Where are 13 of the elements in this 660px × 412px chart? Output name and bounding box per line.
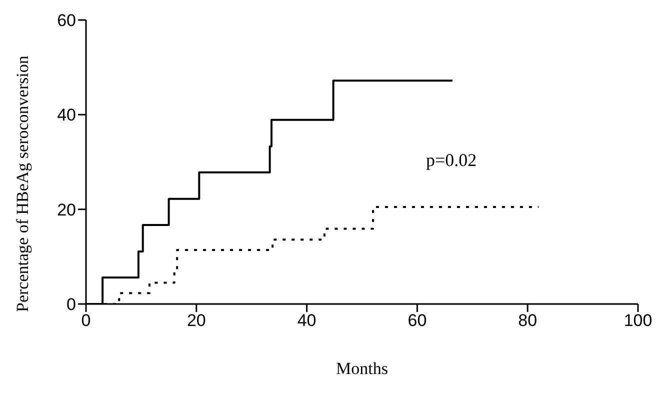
x-axis-title: Months [336, 359, 388, 378]
x-tick-label: 40 [297, 311, 316, 330]
x-tick-label: 20 [186, 311, 206, 330]
y-tick-label: 20 [57, 200, 76, 220]
y-tick-label: 60 [57, 11, 76, 30]
y-tick-label: 40 [57, 106, 76, 125]
x-tick-label: 80 [518, 311, 538, 330]
annotation: p=0.02 [426, 150, 477, 171]
x-tick-label: 60 [408, 311, 427, 330]
x-tick-label: 0 [81, 311, 91, 330]
y-tick-label: 0 [66, 295, 76, 314]
x-tick-label: 100 [624, 311, 652, 330]
y-axis-title: Percentage of HBeAg seroconversion [13, 55, 32, 312]
